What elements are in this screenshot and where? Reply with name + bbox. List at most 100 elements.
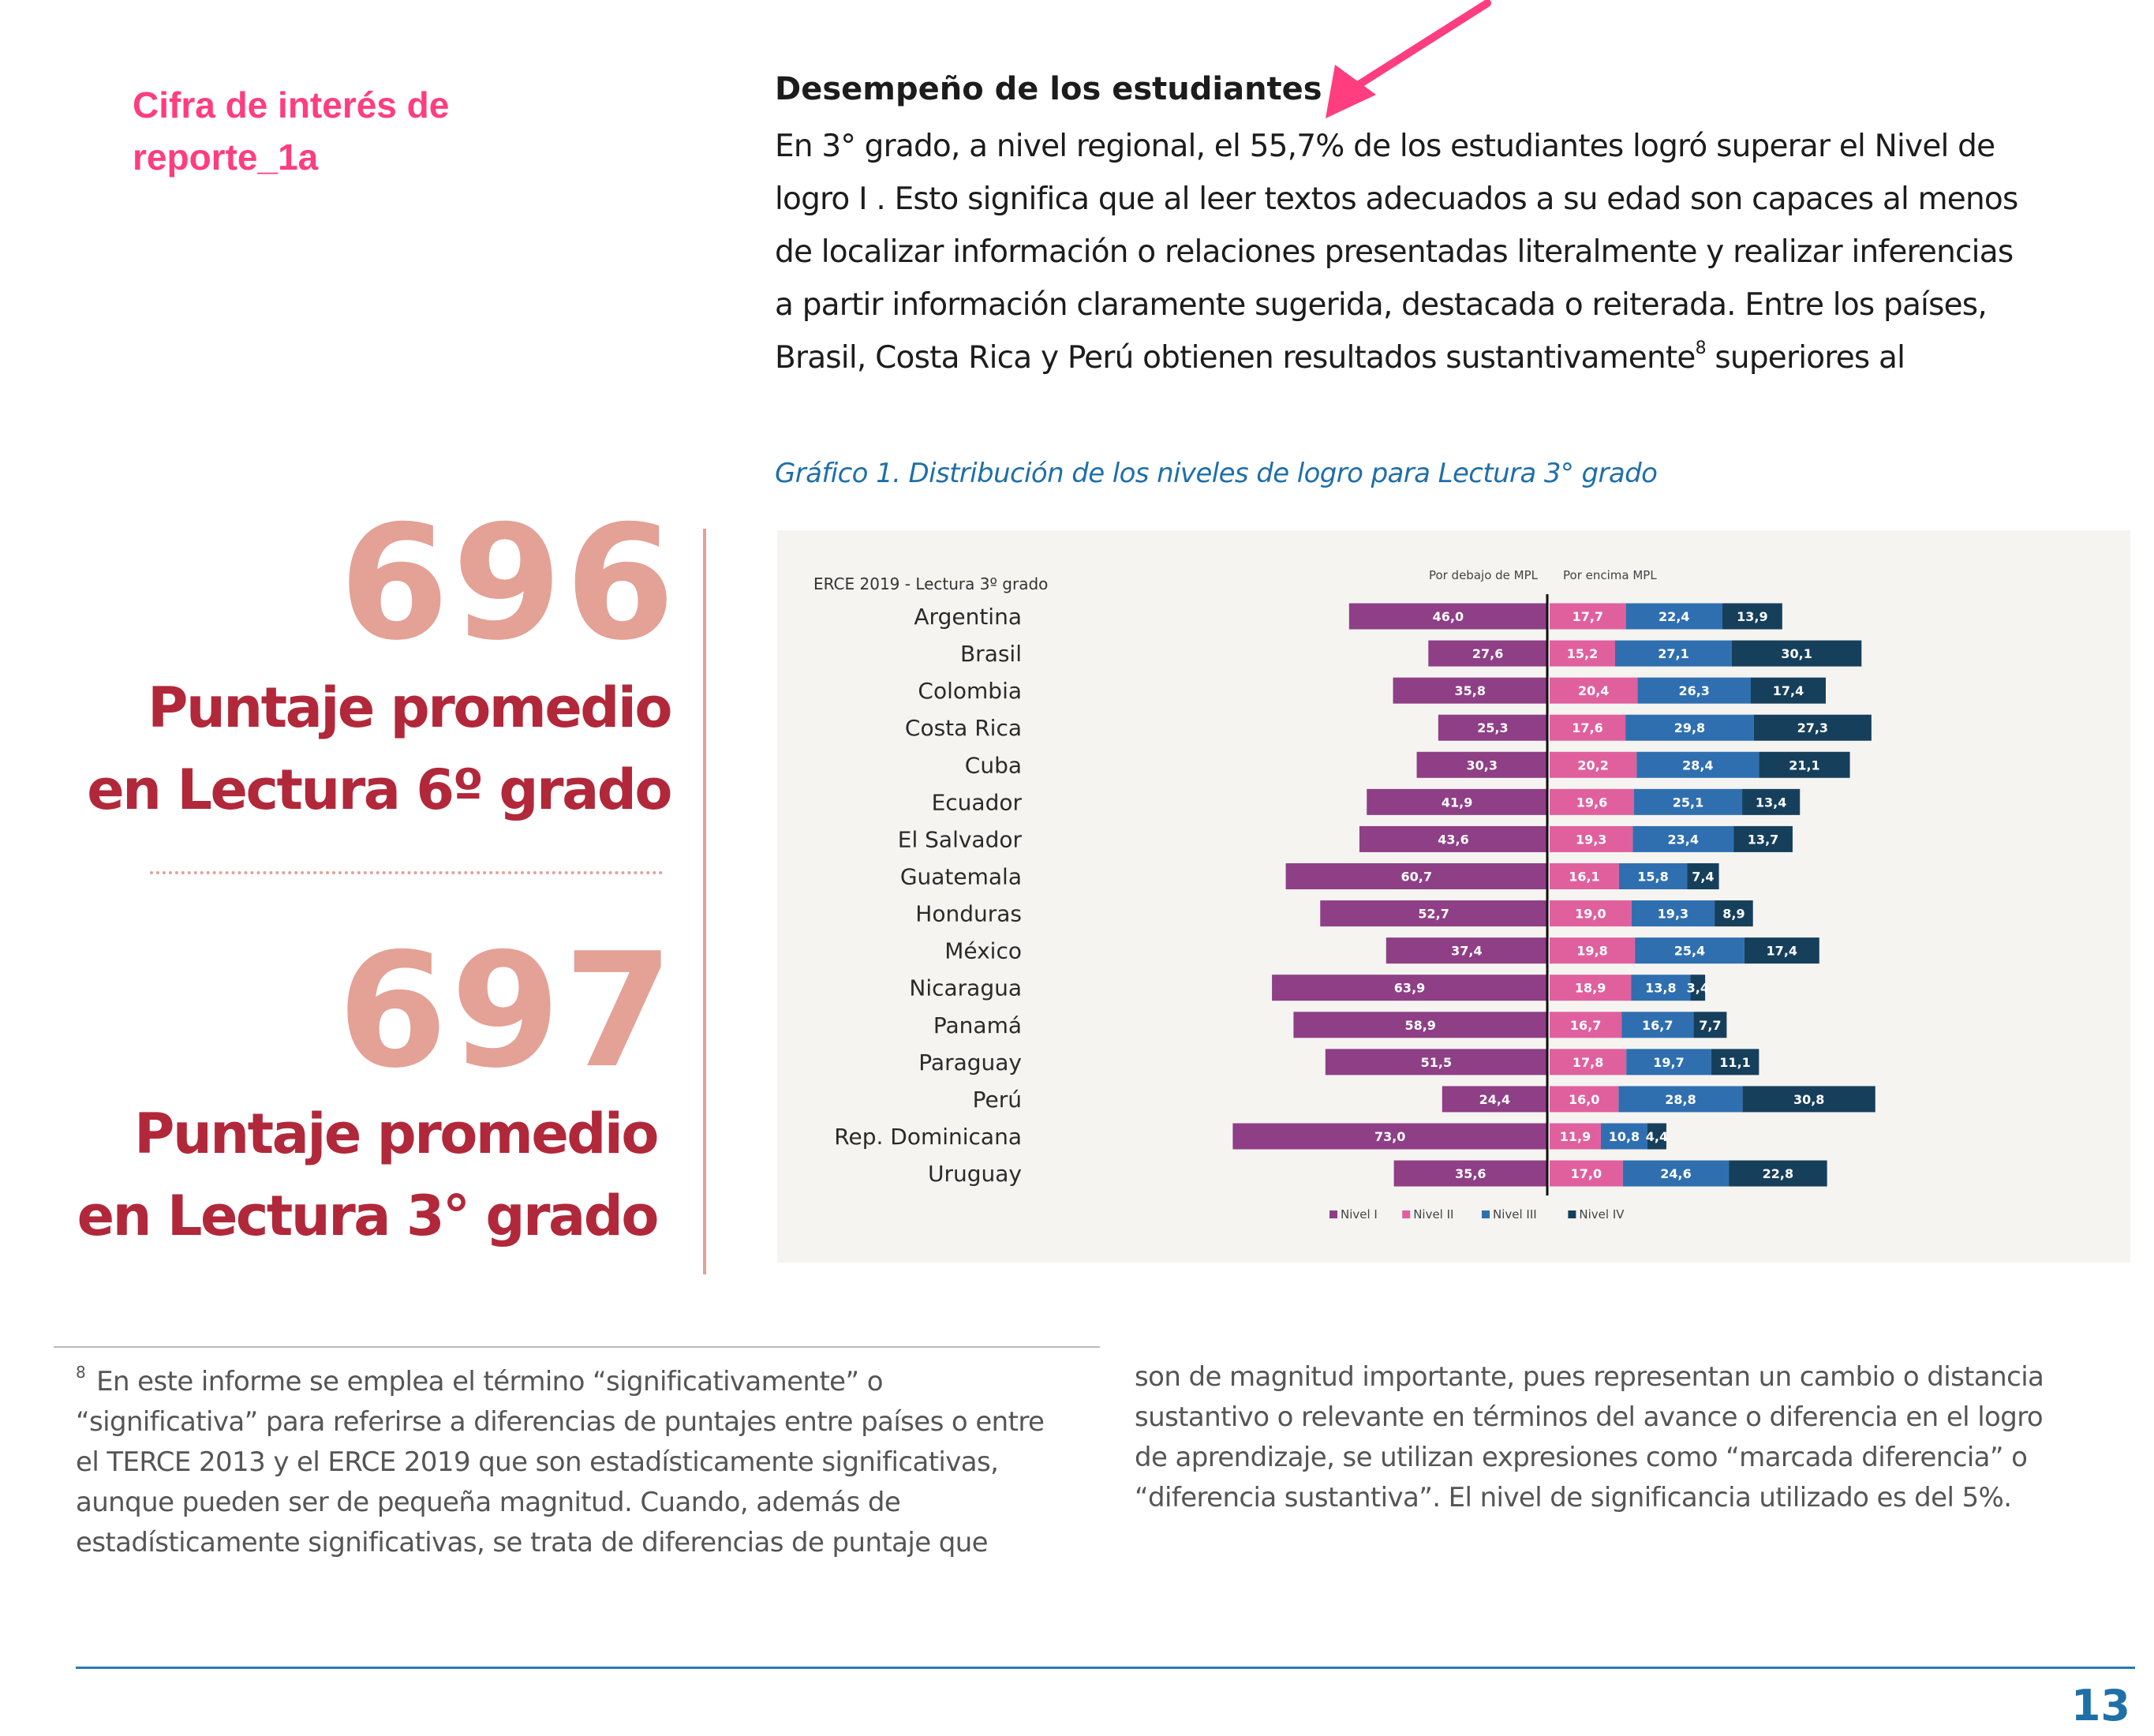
chart-title: Gráfico 1. Distribución de los niveles d… [775,458,1658,489]
chart-heading: ERCE 2019 - Lectura 3º grado [813,574,1048,593]
bar-value-label: 60,7 [1401,869,1432,884]
annotation-arrow-icon [1326,0,1491,118]
bar-value-label: 20,4 [1578,683,1609,698]
footnote-reference[interactable]: 8 [1695,339,1707,358]
body-line: de localizar información o relaciones pr… [775,234,2014,270]
category-label: Uruguay [928,1161,1022,1187]
bar-value-label: 30,1 [1781,646,1812,661]
achievement-levels-chart: ERCE 2019 - Lectura 3º grado Por debajo d… [813,568,1875,1222]
section-title: Desempeño de los estudiantes [775,71,1322,107]
bar-value-label: 37,4 [1451,944,1482,959]
category-label: Guatemala [900,863,1022,889]
bar-nivel-iii [1600,1123,1647,1150]
legend-label: Nivel I [1341,1207,1378,1222]
bar-value-label: 35,6 [1455,1166,1486,1181]
bar-nivel-ii [1550,1160,1623,1187]
bar-value-label: 4,4 [1646,1129,1668,1144]
body-line-last-tail: superiores al [1705,340,1905,376]
footnote-line: de aprendizaje, se utilizan expresiones … [1135,1442,2028,1473]
bar-nivel-i [1320,900,1547,927]
bar-nivel-ii [1550,788,1635,815]
bar-value-label: 17,4 [1767,944,1797,959]
footnote-line: son de magnitud importante, pues represe… [1135,1361,2044,1393]
category-label: Paraguay [918,1049,1022,1076]
bar-nivel-iii [1625,603,1722,630]
bar-value-label: 43,6 [1438,832,1468,847]
bar-value-label: 16,7 [1570,1018,1601,1033]
category-label: Perú [973,1087,1022,1113]
bar-nivel-ii [1550,937,1636,964]
bar-nivel-ii [1550,1012,1622,1038]
bar-value-label: 28,4 [1682,758,1713,773]
bar-value-label: 19,8 [1576,944,1607,959]
bar-value-label: 11,9 [1560,1129,1591,1144]
bar-value-label: 41,9 [1442,795,1472,810]
category-label: México [944,938,1022,964]
bar-value-label: 7,7 [1699,1018,1721,1033]
bar-nivel-ii [1550,1086,1619,1113]
legend-label: Nivel IV [1579,1207,1625,1222]
section-body: En 3° grado, a nivel regional, el 55,7% … [775,120,2116,384]
bar-value-label: 8,9 [1722,907,1745,922]
below-mpl-label: Por debajo de MPL [1429,568,1539,582]
bar-nivel-ii [1550,862,1619,889]
category-label: Ecuador [932,789,1023,815]
bar-nivel-iii [1631,975,1691,1001]
bar-nivel-i [1272,975,1547,1001]
bar-nivel-iii [1634,788,1743,815]
bar-nivel-iii [1626,1049,1711,1076]
bar-nivel-ii [1550,751,1637,778]
bar-nivel-iv [1731,640,1862,667]
bar-value-label: 63,9 [1394,981,1425,996]
dotted-divider [150,871,663,874]
stat-label-3-grado: Puntaje promedio en Lectura 3° grado [47,1093,660,1257]
bar-nivel-i [1348,603,1547,630]
footnote-right-column: son de magnitud importante, pues represe… [1135,1357,2044,1518]
body-line: a partir información claramente sugerida… [775,287,1988,323]
footnote-marker: 8 [76,1363,86,1382]
bar-value-label: 27,3 [1797,720,1828,735]
bar-value-label: 27,1 [1658,646,1688,661]
bar-value-label: 16,1 [1569,869,1599,884]
bar-value-label: 7,4 [1692,869,1714,884]
legend-swatch [1329,1210,1337,1218]
stat-label-line: en Lectura 3° grado [77,1184,660,1248]
bar-nivel-iii [1632,825,1734,852]
bar-nivel-iii [1618,862,1688,889]
category-label: Cuba [965,752,1022,778]
footnote-line: el TERCE 2013 y el ERCE 2019 que son est… [76,1446,999,1478]
bar-value-label: 25,1 [1673,795,1703,810]
bar-nivel-i [1325,1049,1547,1076]
bar-value-label: 52,7 [1418,907,1449,922]
bar-nivel-iv [1715,900,1753,927]
bar-nivel-i [1393,1160,1547,1187]
page-footer-rule [76,1667,2135,1669]
bar-value-label: 10,8 [1609,1129,1640,1144]
bar-nivel-ii [1550,825,1633,852]
bar-value-label: 17,0 [1571,1166,1602,1181]
bar-nivel-i [1367,788,1547,815]
bar-nivel-i [1293,1012,1547,1038]
bar-value-label: 17,7 [1572,609,1603,624]
body-line: En 3° grado, a nivel regional, el 55,7% … [775,129,1995,164]
bar-nivel-iii [1621,1012,1694,1038]
bar-value-label: 15,2 [1567,646,1598,661]
bar-value-label: 73,0 [1374,1129,1405,1144]
bar-nivel-iv [1690,975,1706,1001]
bar-value-label: 13,4 [1756,795,1786,810]
bar-nivel-ii [1550,677,1638,704]
legend-label: Nivel III [1493,1207,1537,1222]
vertical-divider [703,529,706,1274]
category-label: Panamá [933,1012,1022,1038]
bar-nivel-ii [1550,603,1626,630]
bar-nivel-iv [1742,788,1801,815]
bar-value-label: 13,8 [1645,981,1676,996]
page-number: 13 [2070,1681,2130,1730]
bar-value-label: 11,1 [1719,1055,1750,1070]
bar-nivel-ii [1550,714,1626,741]
bar-value-label: 24,6 [1660,1166,1691,1181]
bar-value-label: 46,0 [1433,609,1464,624]
bar-value-label: 23,4 [1668,832,1699,847]
bar-nivel-iv [1722,603,1782,630]
bar-nivel-i [1232,1123,1547,1150]
